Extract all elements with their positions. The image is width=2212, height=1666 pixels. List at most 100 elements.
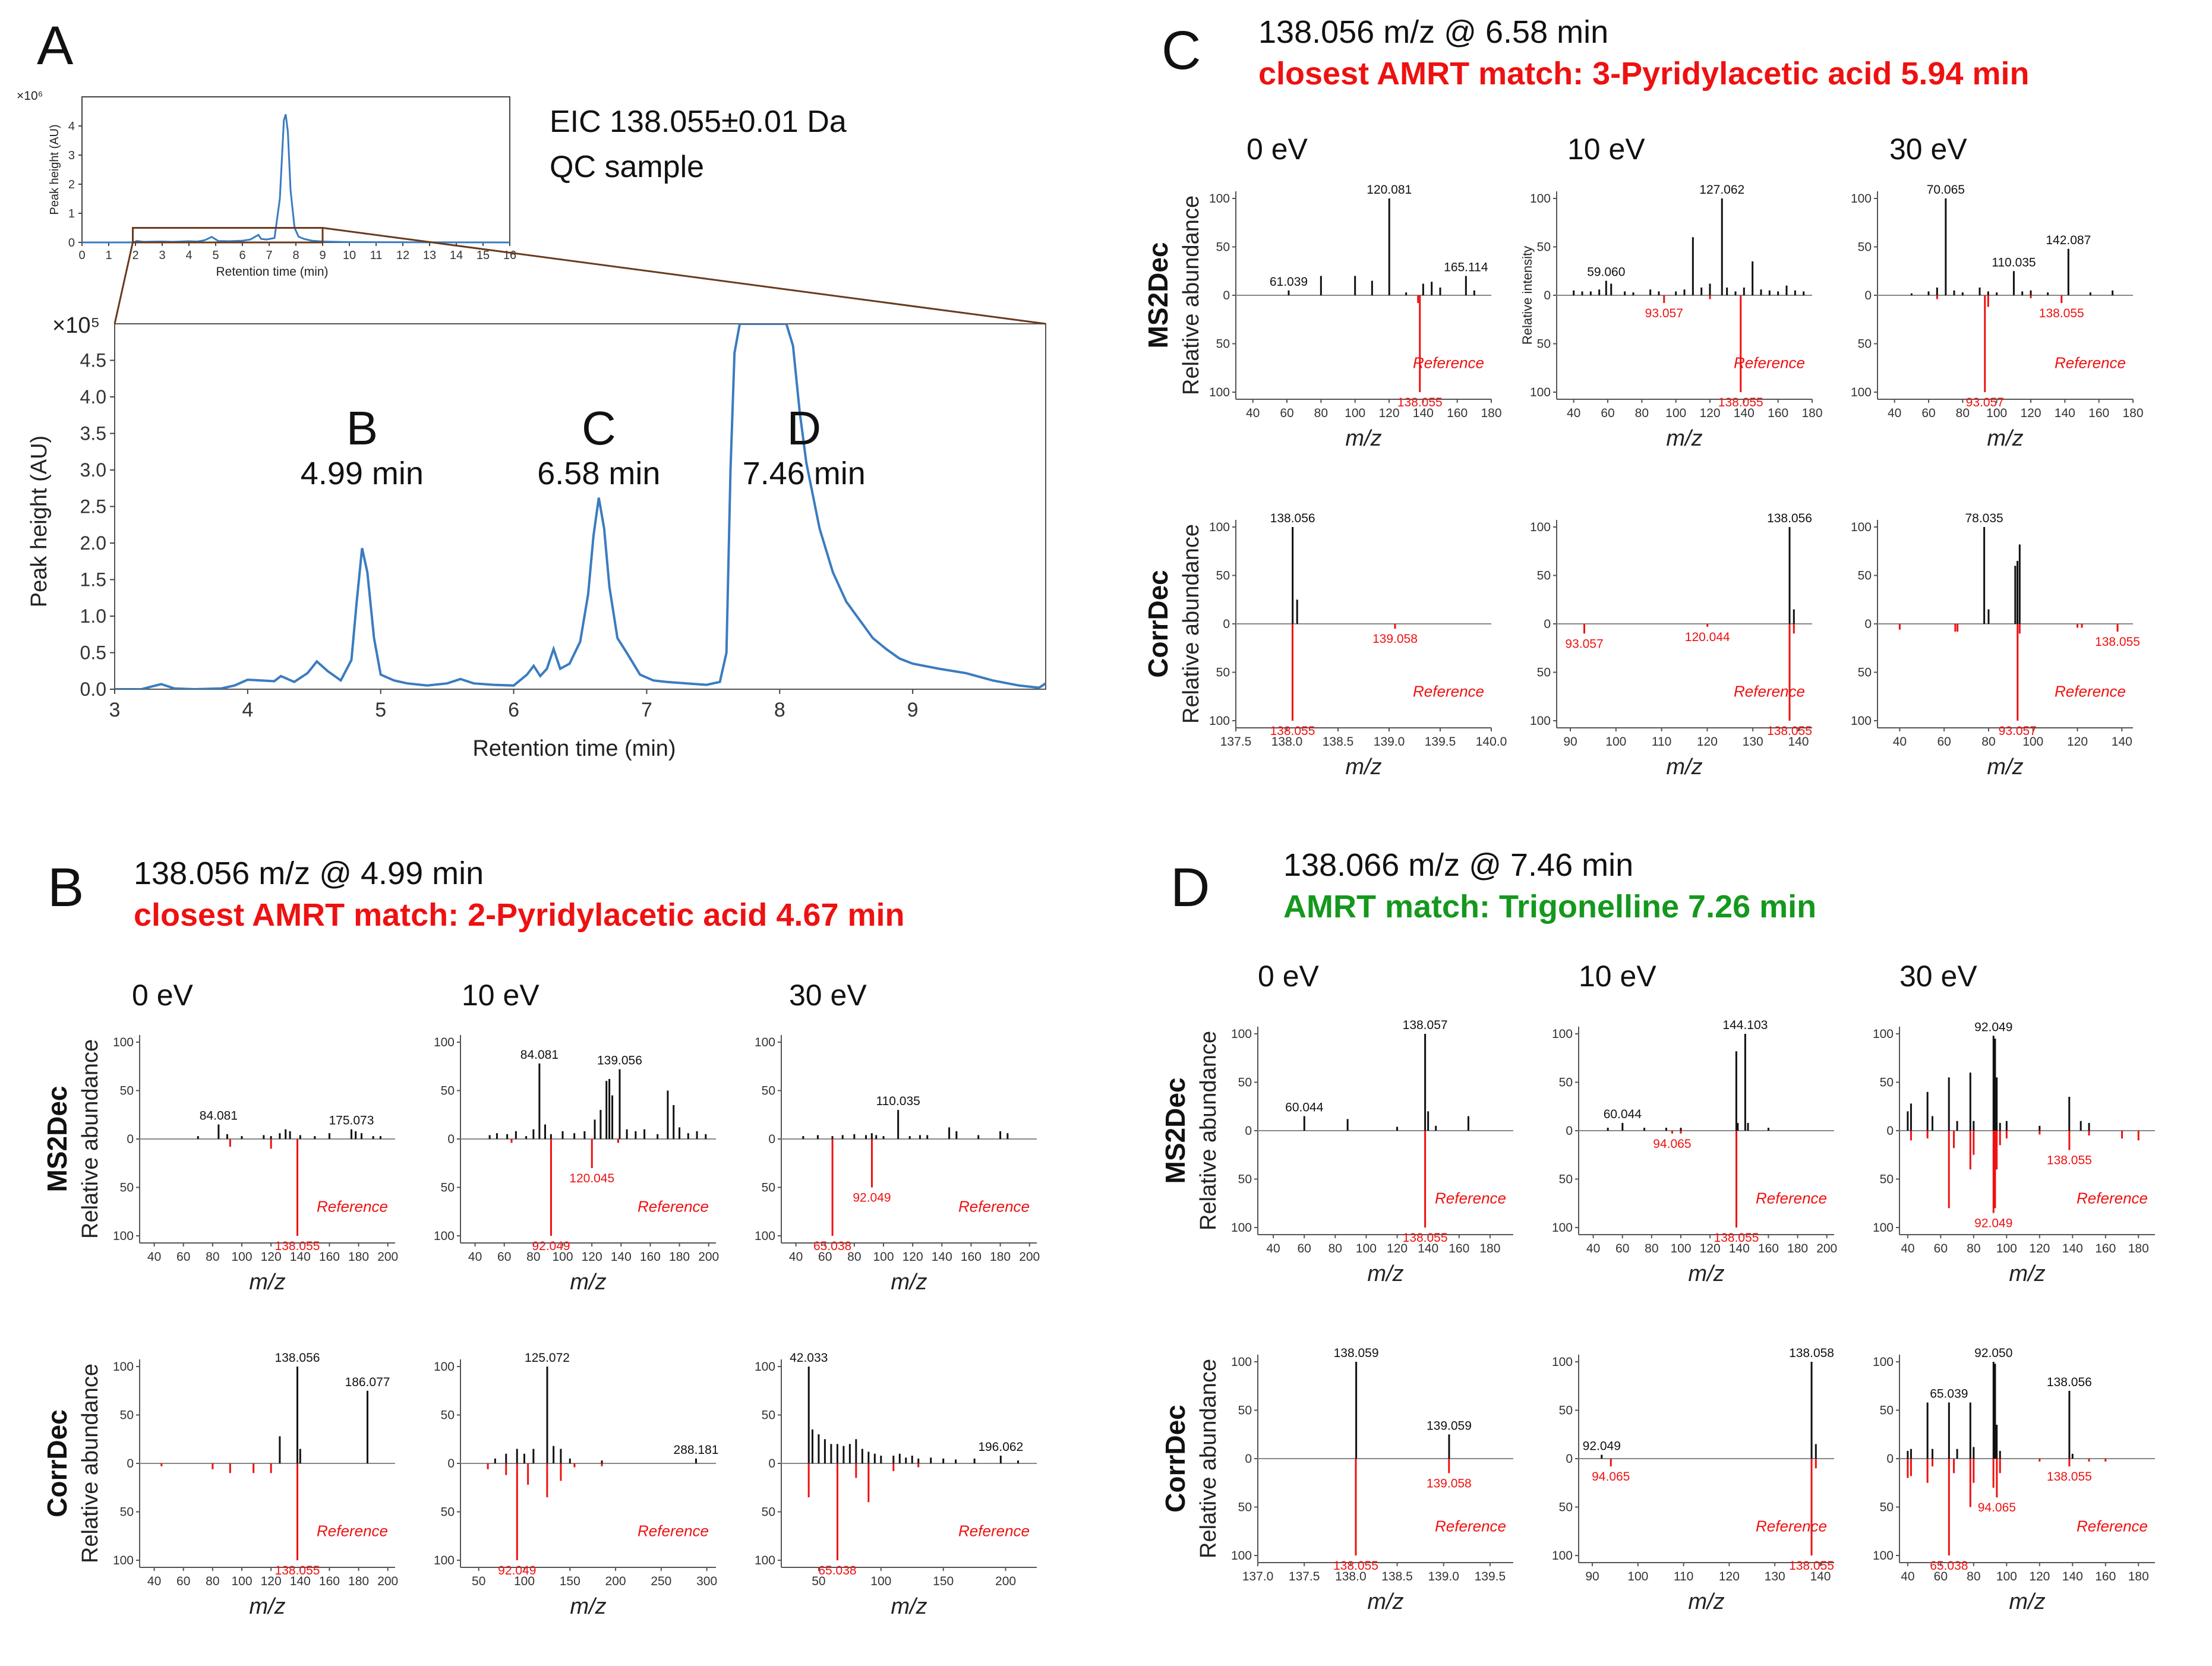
spectrum-x-tick-label: 80 <box>1967 1242 1980 1255</box>
reference-legend: Reference <box>638 1522 709 1539</box>
collision-energy-label: 30 eV <box>1899 960 1977 993</box>
spectrum-y-tick-label: 0 <box>1864 617 1872 631</box>
spectrum-x-axis-label: m/z <box>1666 755 1702 780</box>
experimental-peak-label: 84.081 <box>200 1109 238 1123</box>
spectrum-y-tick-label: 0 <box>1223 289 1230 302</box>
spectrum-x-tick-label: 40 <box>789 1250 803 1264</box>
spectrum-x-tick-label: 140 <box>1413 406 1434 420</box>
spectrum-plot: 100 50 0 50 100 40 60 80 100 120 140 160 180 200 m/z 13… <box>113 1351 398 1619</box>
spectrum-y-tick-label: 50 <box>1216 666 1230 680</box>
spectrum-y-tick-label: 100 <box>1231 1549 1252 1563</box>
spectrum-plot: 100 50 0 50 100 50 100 150 200 250 300 m/z 125.072 28… <box>434 1351 719 1619</box>
main-y-tick-label: 3.0 <box>80 459 106 481</box>
inset-exponent: ×10⁶ <box>17 89 43 103</box>
rel-abundance-label: Relative abundance <box>1179 524 1204 724</box>
experimental-peak-label: 138.056 <box>1270 512 1315 525</box>
spectrum-y-tick-label: 100 <box>1231 1221 1252 1235</box>
experimental-peak-label: 138.059 <box>1334 1346 1379 1360</box>
reference-peak-label: 139.058 <box>1372 632 1418 646</box>
spectrum-x-tick-label: 200 <box>1816 1242 1837 1255</box>
inset-x-tick-label: 10 <box>343 249 356 262</box>
experimental-peak-label: 288.181 <box>674 1443 719 1457</box>
reference-peak-label: 65.038 <box>1930 1559 1968 1573</box>
spectrum-y-tick-label: 50 <box>1537 337 1551 351</box>
main-x-tick-label: 4 <box>242 699 253 721</box>
spectrum-x-tick-label: 40 <box>1567 406 1580 420</box>
reference-peak-label: 138.055 <box>2095 635 2140 649</box>
spectrum-x-tick-label: 60 <box>1937 735 1951 749</box>
reference-peak-label: 92.049 <box>532 1239 570 1253</box>
spectrum-y-tick-label: 50 <box>1559 1173 1573 1187</box>
spectrum-y-tick-label: 100 <box>1209 386 1230 399</box>
spectrum-x-tick-label: 40 <box>1586 1242 1600 1255</box>
experimental-peak-label: 139.056 <box>597 1054 642 1068</box>
spectrum-y-tick-label: 100 <box>755 1229 775 1243</box>
spectrum-x-tick-label: 80 <box>1967 1570 1980 1583</box>
spectrum-y-tick-label: 0 <box>1544 289 1551 302</box>
spectrum-y-tick-label: 50 <box>1880 1173 1894 1187</box>
spectrum-y-tick-label: 50 <box>1238 1404 1252 1418</box>
spectrum-y-tick-label: 50 <box>1537 666 1551 680</box>
method-label-corrdec: CorrDec <box>1160 1405 1191 1513</box>
spectrum-x-tick-label: 100 <box>1665 406 1686 420</box>
reference-peak-label: 94.065 <box>1978 1501 2016 1514</box>
spectrum-x-tick-label: 120 <box>2029 1570 2050 1583</box>
inset-x-axis-label: Retention time (min) <box>216 265 328 279</box>
spectrum-y-tick-label: 100 <box>1530 386 1551 399</box>
spectrum-x-tick-label: 50 <box>472 1575 485 1588</box>
spectrum-x-tick-label: 140 <box>1734 406 1755 420</box>
inset-y-tick-label: 4 <box>68 120 75 133</box>
experimental-peak-label: 92.050 <box>1974 1346 2012 1360</box>
spectrum-plot: 100 50 0 50 100 90 100 110 120 130 140 m/z 138.056 93… <box>1530 512 1812 780</box>
reference-legend: Reference <box>958 1197 1030 1215</box>
spectrum-x-tick-label: 200 <box>698 1250 719 1264</box>
spectrum-x-tick-label: 160 <box>1449 1242 1469 1255</box>
spectrum-y-tick-label: 100 <box>434 1360 455 1374</box>
reference-peak-label: 138.055 <box>1767 724 1812 738</box>
spectrum-x-tick-label: 140 <box>611 1250 632 1264</box>
spectrum-x-tick-label: 130 <box>1743 735 1763 749</box>
spectrum-x-tick-label: 80 <box>1329 1242 1342 1255</box>
spectrum-y-tick-label: 100 <box>1530 520 1551 534</box>
inset-x-tick-label: 15 <box>477 249 490 262</box>
spectrum-plot: 100 50 0 50 100 50 100 150 200 m/z 42.033 196.062 65… <box>755 1351 1037 1619</box>
reference-peak-label: 92.049 <box>853 1191 891 1205</box>
spectrum-x-axis-label: m/z <box>1987 755 2023 780</box>
spectrum-y-tick-label: 100 <box>1530 714 1551 728</box>
inset-x-tick-label: 3 <box>159 249 165 262</box>
spectrum-y-tick-label: 100 <box>434 1554 455 1567</box>
reference-legend: Reference <box>2055 682 2126 700</box>
spectrum-plot: 100 50 0 50 100 40 60 80 100 120 140 m/z 78.035 93.05… <box>1851 512 2140 780</box>
reference-peak-label: 139.058 <box>1427 1476 1472 1490</box>
spectrum-x-tick-label: 160 <box>1447 406 1468 420</box>
spectrum-x-tick-label: 60 <box>1921 406 1935 420</box>
inset-zoom-box <box>132 227 324 244</box>
rel-abundance-label: Relative abundance <box>78 1039 103 1239</box>
spectrum-x-tick-label: 160 <box>640 1250 661 1264</box>
spectrum-x-tick-label: 100 <box>1986 406 2007 420</box>
spectrum-x-tick-label: 80 <box>526 1250 540 1264</box>
inset-y-tick-label: 0 <box>68 236 75 250</box>
spectrum-y-tick-label: 50 <box>441 1084 455 1098</box>
collision-energy-label: 0 eV <box>1258 960 1320 993</box>
spectrum-y-tick-label: 100 <box>1530 192 1551 206</box>
inset-x-tick-label: 12 <box>396 249 409 262</box>
spectrum-x-tick-label: 140 <box>2062 1242 2083 1255</box>
spectrum-x-tick-label: 120 <box>2029 1242 2050 1255</box>
spectrum-x-tick-label: 100 <box>231 1575 252 1588</box>
spectrum-x-tick-label: 160 <box>2095 1242 2116 1255</box>
spectrum-y-tick-label: 100 <box>1873 1027 1894 1041</box>
spectrum-y-tick-label: 50 <box>1858 241 1872 254</box>
spectrum-y-tick-label: 100 <box>1209 520 1230 534</box>
main-y-tick-label: 1.0 <box>80 605 106 627</box>
spectrum-plot: 100 50 0 50 100 40 60 80 100 120 140 160 180 m/z 61.03… <box>1209 183 1502 451</box>
spectrum-plot: 100 50 0 50 100 40 60 80 100 120 140 160 180 200 m/z 84… <box>434 1035 719 1295</box>
spectrum-y-tick-label: 50 <box>1880 1404 1894 1418</box>
spectrum-y-tick-label: 50 <box>1559 1501 1573 1514</box>
spectrum-x-tick-label: 120 <box>1719 1570 1740 1583</box>
method-label-ms2dec: MS2Dec <box>42 1086 72 1192</box>
spectrum-x-tick-label: 140 <box>290 1575 311 1588</box>
reference-peak-label: 138.055 <box>2039 307 2084 320</box>
